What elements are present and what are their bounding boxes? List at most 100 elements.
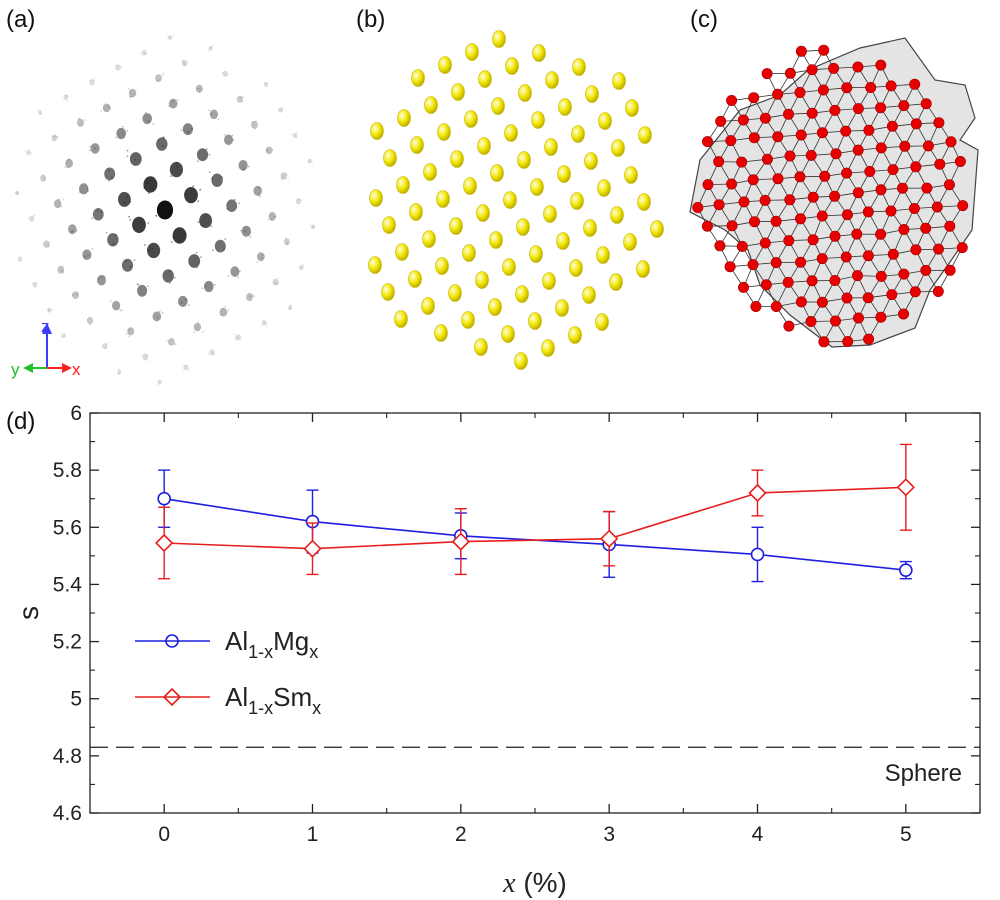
atom-dot xyxy=(208,153,211,156)
atom-sphere xyxy=(795,129,807,141)
atom-dot xyxy=(226,207,229,210)
atom-dot xyxy=(71,294,74,297)
atom-dot xyxy=(136,283,139,285)
atom-dot xyxy=(210,225,213,228)
isosurface-blob xyxy=(395,243,409,261)
isosurface-blob xyxy=(424,96,438,114)
atom-sphere xyxy=(795,45,807,57)
series-1 xyxy=(155,443,915,580)
atom-dot xyxy=(223,133,226,136)
atom-dot xyxy=(107,341,109,344)
y-tick-label: 5.4 xyxy=(53,573,83,596)
data-point xyxy=(155,533,174,553)
atom-dot xyxy=(140,354,143,357)
isosurface-blob xyxy=(637,193,651,211)
panel-b-label: (b) xyxy=(356,6,386,33)
atom-dot xyxy=(117,372,120,375)
atom-dot xyxy=(298,267,301,270)
atom-sphere xyxy=(738,196,750,208)
atom-sphere xyxy=(736,240,748,252)
atom-dot xyxy=(72,230,74,233)
atom-cluster xyxy=(181,59,188,67)
isosurface-blob xyxy=(394,310,408,328)
atom-dot xyxy=(221,71,224,74)
atom-dot xyxy=(205,148,208,151)
atom-cluster xyxy=(143,176,158,193)
atom-dot xyxy=(241,100,244,103)
atom-dot xyxy=(169,282,171,285)
atom-sphere xyxy=(818,336,830,348)
isosurface-blob xyxy=(421,297,435,315)
atom-sphere xyxy=(702,179,714,191)
atom-sphere xyxy=(875,270,887,282)
atom-dot xyxy=(47,308,49,311)
isosurface-blob xyxy=(505,57,519,75)
atom-dot xyxy=(107,105,109,108)
atom-dot xyxy=(201,331,204,333)
atom-dot xyxy=(34,285,37,288)
atom-dot xyxy=(120,66,122,68)
legend-entry-sm: Al1-xSmx xyxy=(135,682,321,718)
atom-dot xyxy=(277,282,280,284)
atom-dot xyxy=(52,136,55,138)
atom-dot xyxy=(151,247,154,250)
isosurface-blob xyxy=(476,204,490,222)
atom-cluster xyxy=(162,269,174,283)
atom-cluster xyxy=(251,121,258,129)
atom-dot xyxy=(120,309,123,312)
atom-dot xyxy=(209,349,212,351)
atom-sphere xyxy=(945,136,957,148)
atom-dot xyxy=(51,309,54,312)
isosurface-blob xyxy=(570,192,584,210)
isosurface-blob xyxy=(396,176,410,194)
atom-dot xyxy=(27,217,30,219)
atom-sphere xyxy=(772,88,784,100)
atom-dot xyxy=(94,147,97,150)
atom-sphere xyxy=(737,114,749,126)
data-point xyxy=(303,539,322,558)
legend-mg-marker xyxy=(165,634,179,648)
atom-cluster xyxy=(152,311,162,322)
atom-dot xyxy=(30,151,33,154)
atom-cluster xyxy=(132,216,146,233)
atom-dot xyxy=(312,225,315,228)
isosurface-blob xyxy=(461,311,475,329)
atom-dot xyxy=(274,282,277,285)
atom-dot xyxy=(197,221,200,223)
atom-dot xyxy=(199,188,202,191)
atom-dot xyxy=(91,248,94,251)
atom-dot xyxy=(252,294,255,297)
isosurface-blob xyxy=(449,217,463,235)
atom-dot xyxy=(289,305,292,308)
atom-sphere xyxy=(692,202,704,214)
atom-dot xyxy=(75,294,78,296)
atom-sphere xyxy=(842,335,854,347)
isosurface-blob xyxy=(368,256,382,274)
atom-dot xyxy=(209,46,212,49)
atom-sphere xyxy=(886,120,898,132)
atom-dot xyxy=(105,342,108,345)
atom-sphere xyxy=(760,279,772,291)
isosurface-blob xyxy=(409,203,423,221)
atom-dot xyxy=(60,205,63,208)
atom-dot xyxy=(62,271,65,274)
atom-dot xyxy=(40,113,42,115)
atom-sphere xyxy=(932,285,944,297)
y-ticks: 4.6 4.8 5 5.2 5.4 5.6 5.8 6 xyxy=(53,402,980,825)
atom-dot xyxy=(197,321,200,323)
atom-sphere xyxy=(816,253,828,265)
atom-dot xyxy=(281,107,284,110)
atom-dot xyxy=(58,272,60,275)
isosurface-blob xyxy=(612,72,626,90)
panel-d-label: (d) xyxy=(6,408,36,435)
atom-dot xyxy=(101,276,103,279)
atom-sphere xyxy=(726,178,738,190)
atom-dot xyxy=(70,230,73,233)
atom-cluster xyxy=(208,45,213,51)
atom-cluster xyxy=(40,174,47,182)
atom-dot xyxy=(156,79,159,82)
atom-dot xyxy=(281,109,283,112)
atom-dot xyxy=(147,192,150,195)
atom-dot xyxy=(227,74,230,76)
atom-dot xyxy=(284,237,287,240)
